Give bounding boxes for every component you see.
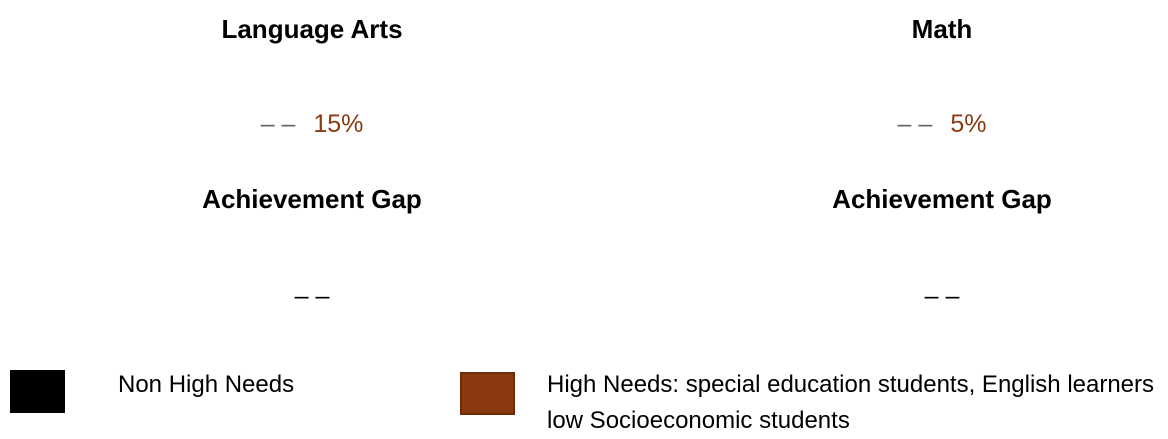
panel-title: Language Arts <box>221 14 403 44</box>
value: 15% <box>313 110 364 138</box>
value: 5% <box>950 110 987 138</box>
legend-label: High Needs: special education students, … <box>547 371 1155 434</box>
gap-value: – – <box>294 282 330 310</box>
legend-label: Non High Needs <box>118 371 295 398</box>
value-row: – – 5% <box>692 110 1168 139</box>
legend-swatch <box>10 370 65 413</box>
gap-label: Achievement Gap <box>202 184 422 214</box>
dash: – – <box>260 110 296 138</box>
value-row: – – 15% <box>62 110 562 139</box>
gap-label: Achievement Gap <box>832 184 1052 214</box>
legend-swatch <box>460 372 515 415</box>
panel-title: Math <box>911 14 973 44</box>
gap-value: – – <box>924 282 960 310</box>
dash: – – <box>897 110 933 138</box>
